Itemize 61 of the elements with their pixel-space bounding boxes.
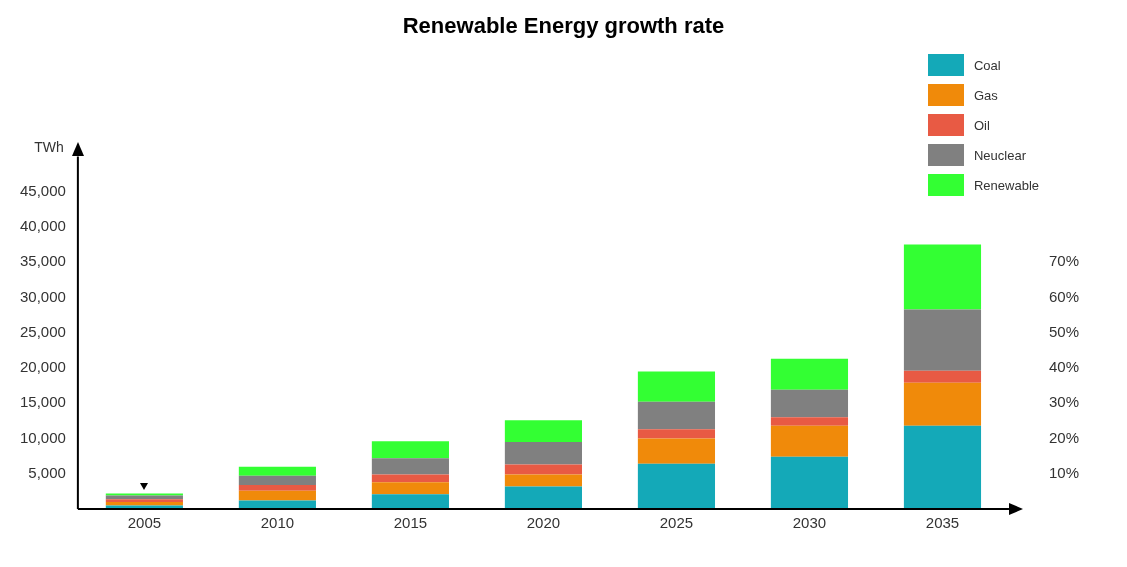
bar: [238, 475, 316, 486]
bar: [238, 485, 316, 491]
y-axis-title: TWh: [34, 139, 64, 156]
y2-tick-label: 50%: [1048, 322, 1080, 340]
bar: [770, 358, 849, 390]
x-tick-label: 2035: [925, 514, 960, 532]
bar: [105, 499, 183, 502]
bar: [903, 425, 982, 509]
bar: [637, 438, 716, 464]
bar: [371, 441, 449, 459]
bar: [371, 474, 449, 483]
x-tick-label: 2005: [127, 514, 162, 532]
y-tick-label: 25,000: [19, 322, 66, 340]
bar: [238, 490, 316, 501]
y2-tick-label: 10%: [1048, 463, 1080, 481]
bar: [637, 429, 716, 439]
legend-label: Oil: [973, 117, 990, 133]
bar: [903, 370, 982, 383]
bar: [238, 466, 316, 476]
x-tick-label: 2030: [792, 514, 827, 532]
y-tick-label: 20,000: [19, 358, 66, 376]
y-tick-label: 15,000: [19, 393, 66, 411]
legend-label: Renewable: [973, 177, 1039, 193]
bar: [903, 244, 982, 310]
bar: [105, 493, 183, 496]
bar: [504, 420, 582, 443]
bar: [770, 456, 849, 509]
y-tick-label: 45,000: [19, 181, 66, 199]
y-tick-label: 30,000: [19, 287, 66, 305]
bar: [504, 486, 582, 509]
legend-label: Gas: [973, 87, 998, 103]
x-tick-label: 2025: [659, 514, 694, 532]
y-tick-label: 40,000: [19, 217, 66, 235]
y2-tick-label: 20%: [1048, 428, 1080, 446]
y2-tick-label: 40%: [1048, 358, 1080, 376]
y-tick-label: 35,000: [19, 252, 66, 270]
x-tick-label: 2010: [260, 514, 295, 532]
bar: [504, 474, 582, 487]
legend-label: Coal: [973, 57, 1001, 73]
y2-tick-label: 60%: [1048, 287, 1080, 305]
x-tick-label: 2020: [526, 514, 561, 532]
bar: [637, 463, 716, 509]
chart-title: Renewable Energy growth rate: [402, 13, 725, 39]
bar: [903, 382, 982, 426]
y-tick-label: 5,000: [28, 463, 66, 481]
bar: [903, 309, 982, 371]
bar: [504, 464, 582, 475]
bar: [371, 494, 449, 509]
x-tick-label: 2015: [393, 514, 428, 532]
bar: [371, 458, 449, 475]
bar: [770, 417, 849, 426]
bar: [770, 389, 849, 418]
bar: [770, 425, 849, 457]
bar: [504, 442, 582, 465]
bar: [637, 401, 716, 430]
y2-tick-label: 30%: [1048, 393, 1080, 411]
bar: [637, 371, 716, 402]
y-tick-label: 10,000: [19, 428, 66, 446]
legend-label: Neuclear: [973, 147, 1026, 163]
bar: [371, 482, 449, 495]
y2-tick-label: 70%: [1048, 252, 1080, 270]
